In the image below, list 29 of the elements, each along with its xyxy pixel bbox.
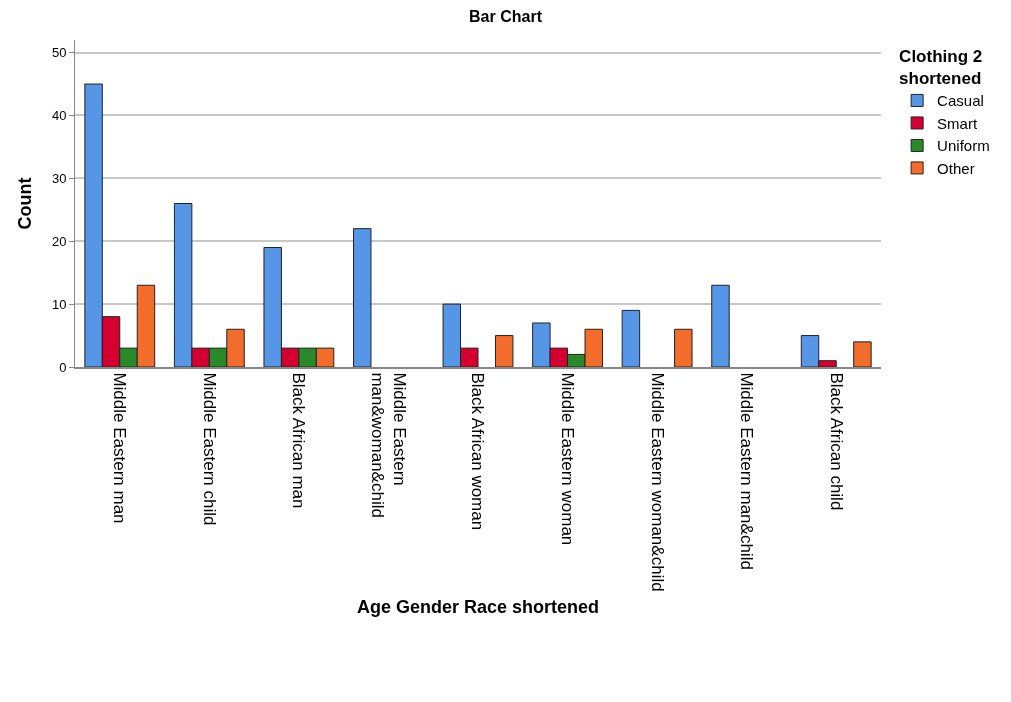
- y-tick-label: 10: [51, 296, 67, 312]
- bar: [621, 309, 641, 367]
- y-tick-label: 30: [51, 170, 67, 186]
- bar: [711, 284, 730, 367]
- x-tick-label: Middle Eastern woman&child: [647, 372, 667, 592]
- bar: [494, 335, 514, 367]
- bar: [353, 228, 372, 367]
- x-tick-label: Middle Eastern man&woman&child: [367, 372, 409, 518]
- x-tick-label: Middle Eastern woman: [558, 372, 578, 546]
- legend-label: Casual: [937, 92, 984, 110]
- y-tick-label: 0: [59, 359, 67, 375]
- legend-label: Smart: [937, 114, 978, 132]
- legend-title: Clothing 2 shortened: [899, 47, 983, 89]
- chart-title: Bar Chart: [469, 7, 543, 25]
- y-tick-label: 50: [51, 45, 67, 61]
- y-tick-label: 20: [51, 233, 67, 249]
- y-tick-label: 40: [51, 108, 67, 124]
- legend-label: Other: [937, 159, 975, 177]
- legend-label: Uniform: [937, 137, 990, 155]
- x-axis-title: Age Gender Race shortened: [356, 597, 600, 618]
- x-tick-label: Middle Eastern man&child: [737, 372, 757, 570]
- x-tick-label: Middle Eastern man: [110, 372, 130, 524]
- bar: [674, 328, 693, 367]
- x-tick-label: Middle Eastern child: [199, 372, 219, 526]
- x-tick-label: Black African woman: [468, 372, 488, 531]
- x-tick-label: Black African man: [289, 372, 309, 509]
- x-tick-label: Black African child: [826, 372, 846, 511]
- y-axis-title: Count: [15, 177, 36, 230]
- bar: [853, 341, 872, 367]
